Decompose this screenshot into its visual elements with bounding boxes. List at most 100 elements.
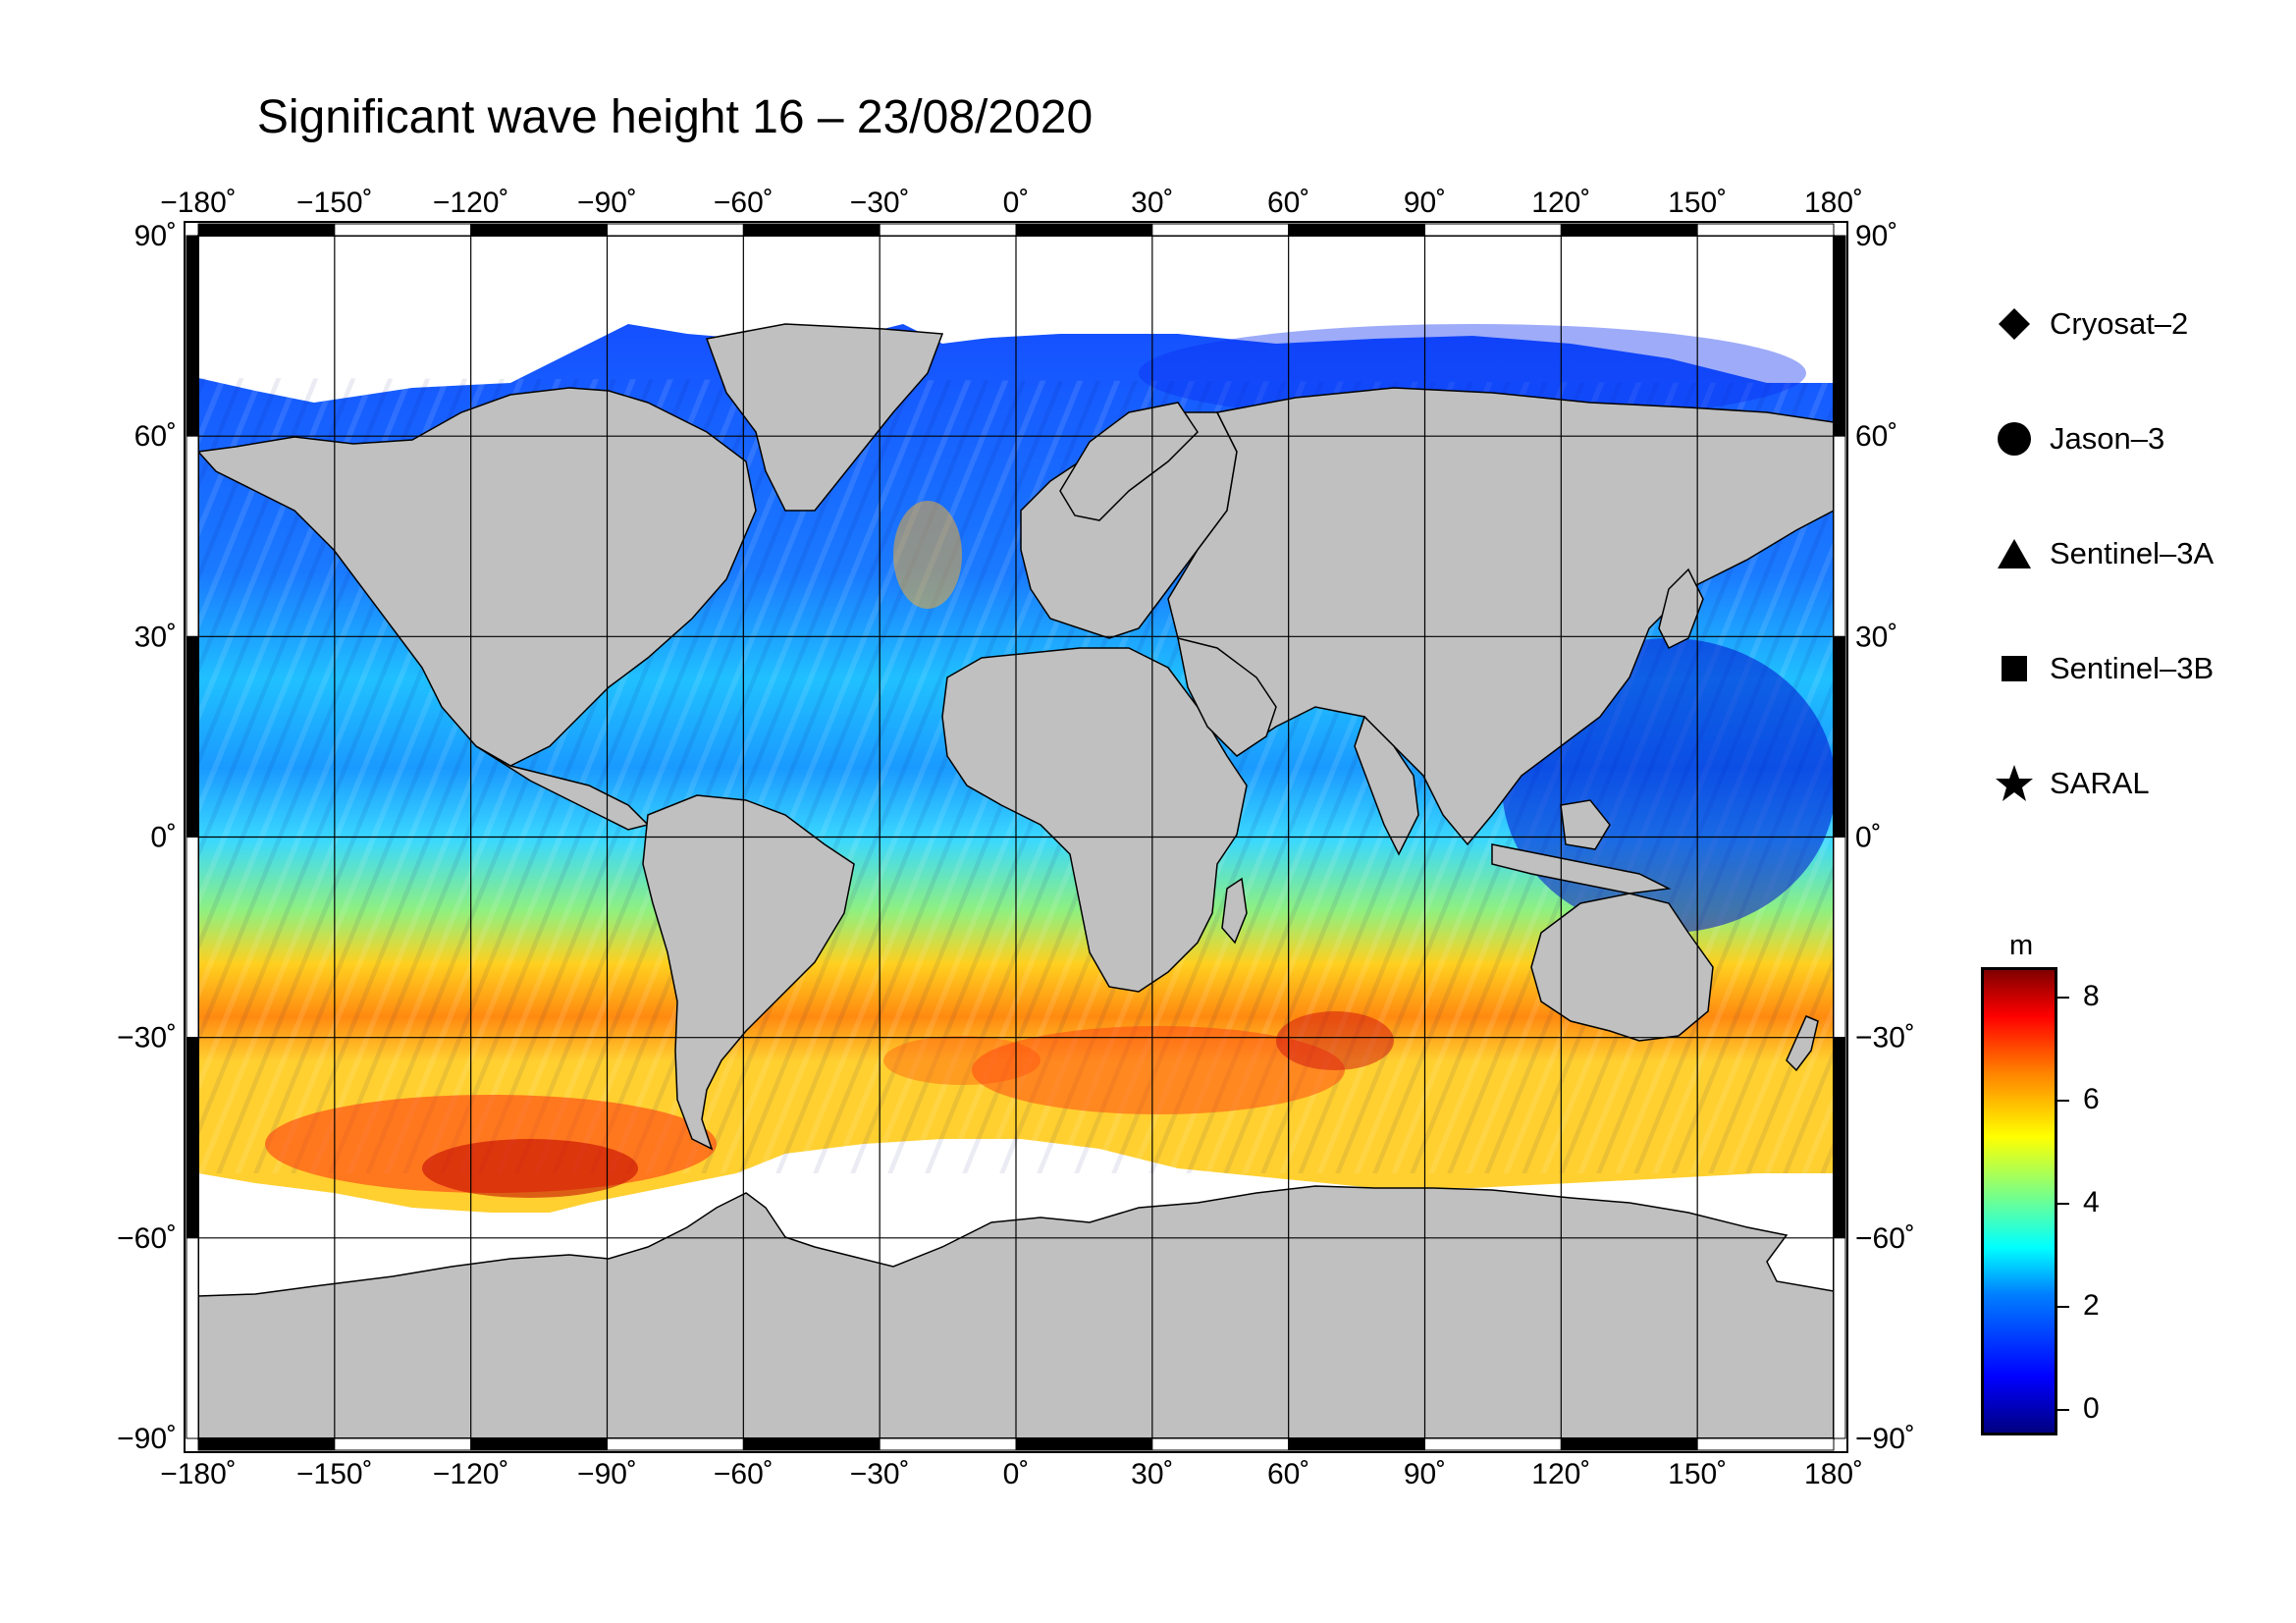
lon-label-top: 90˚ <box>1404 187 1446 219</box>
frame-bar-bottom <box>1015 1437 1153 1451</box>
colorbar-tick-mark <box>2057 1203 2069 1206</box>
map-frame <box>184 221 1848 1453</box>
lon-label-bottom: 0˚ <box>1003 1458 1030 1490</box>
lon-label-bottom: −150˚ <box>296 1458 373 1490</box>
colorbar-tick-mark <box>2057 1408 2069 1411</box>
frame-bar-top <box>1015 223 1153 237</box>
frame-bar-bottom <box>197 1437 336 1451</box>
lat-label-left: −30˚ <box>117 1022 177 1055</box>
legend-label: Jason–3 <box>2050 421 2165 456</box>
colorbar-tick-mark <box>2057 1305 2069 1308</box>
land-africa <box>941 647 1248 993</box>
lon-label-top: 180˚ <box>1804 187 1863 219</box>
lat-label-left: 90˚ <box>134 220 177 252</box>
frame-bar-left <box>186 837 199 1039</box>
legend-item-jason: Jason–3 <box>1993 409 2164 468</box>
latitude-labels-left: 90˚ 60˚ 30˚ 0˚ −30˚ −60˚ −90˚ <box>117 220 177 1455</box>
lon-label-bottom: −60˚ <box>714 1458 774 1490</box>
frame-bar-right <box>1833 837 1846 1039</box>
colorbar <box>1981 967 2057 1435</box>
frame-bar-left <box>186 1237 199 1439</box>
land-north-america <box>196 387 757 767</box>
legend-label: SARAL <box>2050 766 2150 800</box>
star-icon <box>1993 762 2036 805</box>
frame-bar-bottom <box>1151 1437 1290 1451</box>
frame-outer <box>184 221 1848 1453</box>
legend-item-sentinel-3a: Sentinel–3A <box>1993 524 2214 583</box>
circle-icon <box>1993 417 2036 460</box>
lat-label-left: −60˚ <box>117 1222 177 1255</box>
lat-label-right: 60˚ <box>1855 420 1897 453</box>
lat-label-right: 0˚ <box>1855 822 1882 854</box>
frame-bar-top <box>1696 223 1835 237</box>
frame-bar-top <box>1424 223 1562 237</box>
lat-label-left: −90˚ <box>117 1423 177 1455</box>
land-india <box>1354 715 1419 856</box>
lon-label-top: 120˚ <box>1531 187 1590 219</box>
colorbar-tick-label: 6 <box>2083 1083 2100 1116</box>
land-arabia <box>1177 636 1277 757</box>
land-greenland <box>705 323 944 512</box>
frame-bar-top <box>334 223 472 237</box>
land-japan <box>1658 568 1704 650</box>
frame-bar-right <box>1833 1237 1846 1439</box>
legend-item-cryosat: Cryosat–2 <box>1993 295 2188 353</box>
lat-label-right: 30˚ <box>1855 621 1897 653</box>
lon-label-bottom: 60˚ <box>1267 1458 1309 1490</box>
frame-bar-bottom <box>470 1437 608 1451</box>
lon-label-bottom: 90˚ <box>1404 1458 1446 1490</box>
frame-bar-bottom <box>879 1437 1017 1451</box>
colorbar-tick-label: 4 <box>2083 1186 2100 1219</box>
lon-label-top: −150˚ <box>296 187 373 219</box>
lat-label-right: −30˚ <box>1855 1022 1915 1055</box>
diamond-icon <box>1993 302 2036 346</box>
lon-label-top: −120˚ <box>433 187 509 219</box>
lat-label-left: 60˚ <box>134 420 177 453</box>
frame-bar-right <box>1833 635 1846 838</box>
legend-label: Cryosat–2 <box>2050 306 2189 341</box>
frame-bar-bottom <box>1696 1437 1835 1451</box>
frame-bar-left <box>186 235 199 437</box>
lon-label-top: −90˚ <box>577 187 637 219</box>
legend-item-saral: SARAL <box>1993 754 2150 813</box>
frame-bar-top <box>197 223 336 237</box>
lon-label-bottom: −90˚ <box>577 1458 637 1490</box>
hotspot-indian-southern <box>972 1026 1345 1114</box>
frame-bar-top <box>1560 223 1698 237</box>
lon-label-bottom: −180˚ <box>160 1458 237 1490</box>
lon-label-top: 60˚ <box>1267 187 1309 219</box>
lon-label-bottom: −30˚ <box>850 1458 910 1490</box>
lon-label-top: 0˚ <box>1003 187 1030 219</box>
latitude-labels-right: 90˚ 60˚ 30˚ 0˚ −30˚ −60˚ −90˚ <box>1855 220 1915 1455</box>
square-icon <box>1993 647 2036 690</box>
lon-label-bottom: 120˚ <box>1531 1458 1590 1490</box>
map-title: Significant wave height 16 – 23/08/2020 <box>256 91 1094 143</box>
hotspot-north-atlantic <box>893 501 962 609</box>
lat-label-left: 30˚ <box>134 621 177 653</box>
colorbar-tick-label: 2 <box>2083 1288 2100 1322</box>
frame-bar-top <box>607 223 744 237</box>
lon-label-bottom: 150˚ <box>1668 1458 1727 1490</box>
triangle-icon <box>1993 532 2036 575</box>
land-scandinavia <box>1059 402 1199 521</box>
lon-label-top: −60˚ <box>714 187 774 219</box>
colorbar-tick-label: 8 <box>2083 980 2100 1013</box>
frame-bar-right <box>1833 1037 1846 1239</box>
legend-label: Sentinel–3A <box>2050 536 2215 570</box>
frame-bar-bottom <box>1288 1437 1425 1451</box>
colorbar-tick-mark <box>2057 1100 2069 1103</box>
lon-label-top: −30˚ <box>850 187 910 219</box>
longitude-labels-top: −180˚ −150˚ −120˚ −90˚ −60˚ −30˚ 0˚ 30˚ 60˚ 90˚ 12… <box>160 187 1863 219</box>
frame-bar-top <box>1151 223 1290 237</box>
lat-label-right: 90˚ <box>1855 220 1897 252</box>
legend-item-sentinel-3b: Sentinel–3B <box>1993 639 2214 698</box>
lon-label-bottom: 180˚ <box>1804 1458 1863 1490</box>
land-south-america <box>642 794 855 1151</box>
legend-label: Sentinel–3B <box>2050 651 2215 685</box>
frame-bar-bottom <box>334 1437 472 1451</box>
colorbar-tick-mark <box>2057 997 2069 1000</box>
frame-bar-top <box>879 223 1017 237</box>
land-new-zealand <box>1786 1015 1819 1072</box>
lat-label-left: 0˚ <box>150 822 177 854</box>
